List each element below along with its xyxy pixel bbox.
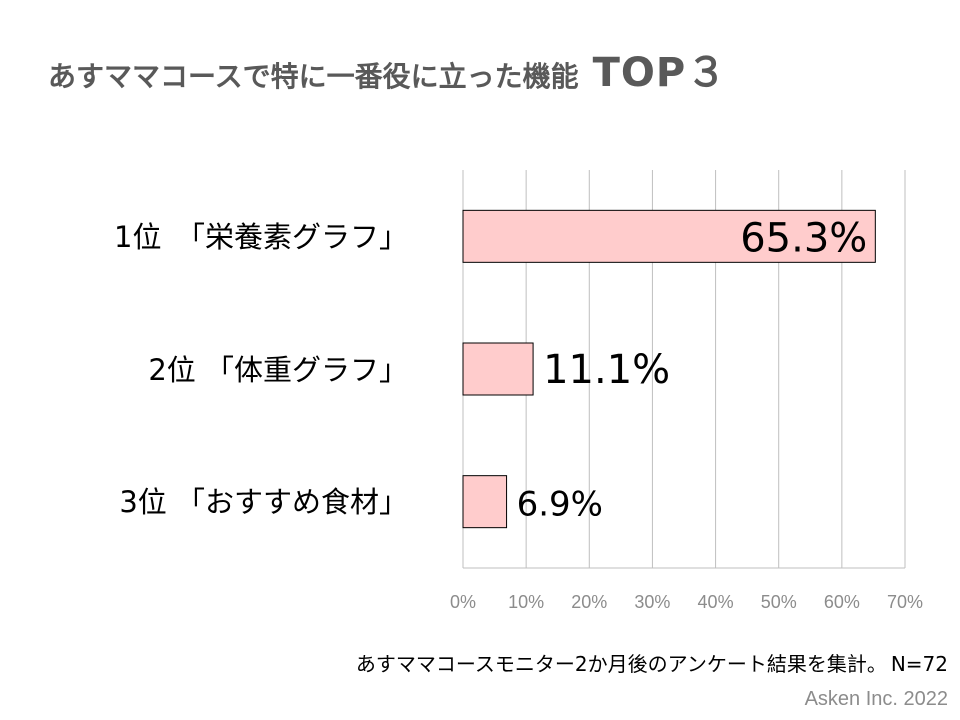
x-tick-label: 40% xyxy=(698,592,734,612)
survey-footnote: あすママコースモニター2か月後のアンケート結果を集計。 N=72 xyxy=(356,648,948,677)
x-tick-label: 30% xyxy=(634,592,670,612)
bar xyxy=(462,209,876,263)
copyright-credit: Asken Inc. 2022 xyxy=(804,688,948,710)
bar xyxy=(462,342,534,396)
x-tick-label: 10% xyxy=(508,592,544,612)
chart-title-top3: TOP３ xyxy=(592,50,728,96)
data-label: 65.3% xyxy=(740,215,867,261)
category-label-rank-3: 3位 「おすすめ食材」 xyxy=(119,485,408,519)
sample-size: N=72 xyxy=(890,652,948,676)
data-label: 6.9% xyxy=(517,485,603,525)
x-tick-label: 20% xyxy=(571,592,607,612)
category-label-rank-1: 1位 「栄養素グラフ」 xyxy=(114,220,408,254)
x-tick-label: 50% xyxy=(761,592,797,612)
bar xyxy=(462,475,508,529)
x-tick-label: 0% xyxy=(450,592,476,612)
category-label-rank-2: 2位 「体重グラフ」 xyxy=(148,353,408,387)
chart-title-main: あすママコースで特に一番役に立った機能 xyxy=(48,60,579,93)
data-label: 11.1% xyxy=(543,347,670,393)
x-tick-label: 70% xyxy=(887,592,923,612)
x-tick-label: 60% xyxy=(824,592,860,612)
chart-title: あすママコースで特に一番役に立った機能 TOP３ xyxy=(48,40,727,100)
survey-footnote-text: あすママコースモニター2か月後のアンケート結果を集計。 xyxy=(355,652,887,676)
